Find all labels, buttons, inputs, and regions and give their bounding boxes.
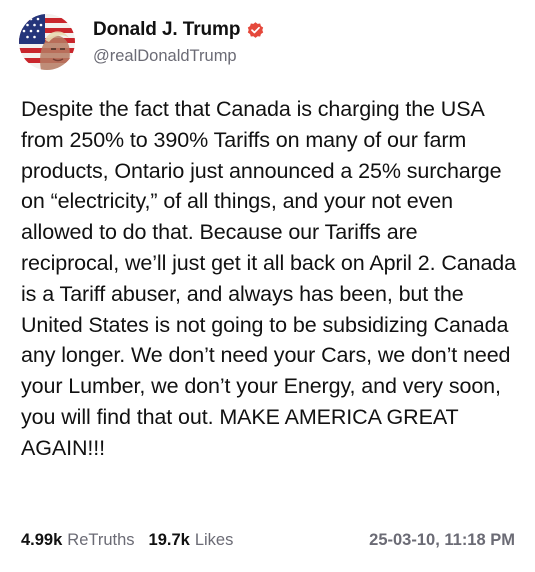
post-body-text: Despite the fact that Canada is charging… xyxy=(21,97,517,460)
display-name[interactable]: Donald J. Trump xyxy=(93,19,241,40)
retruths-count: 4.99k xyxy=(21,530,63,549)
flag-portrait-avatar xyxy=(19,14,75,70)
retruths-label: ReTruths xyxy=(67,530,135,549)
retruths-stat[interactable]: 4.99k ReTruths xyxy=(21,531,135,550)
user-handle[interactable]: @realDonaldTrump xyxy=(93,47,237,65)
post-timestamp[interactable]: 25-03-10, 11:18 PM xyxy=(369,530,515,549)
avatar[interactable] xyxy=(19,14,75,70)
likes-label: Likes xyxy=(194,530,234,549)
likes-stat[interactable]: 19.7k Likes xyxy=(149,531,234,550)
verified-badge-icon xyxy=(246,21,265,40)
name-row: Donald J. Trump xyxy=(93,17,265,43)
post-footer: 4.99k ReTruths 19.7k Likes 25-03-10, 11:… xyxy=(21,528,515,552)
author-block: Donald J. Trump @realDonaldTrump xyxy=(93,17,265,66)
likes-count: 19.7k xyxy=(148,530,190,549)
